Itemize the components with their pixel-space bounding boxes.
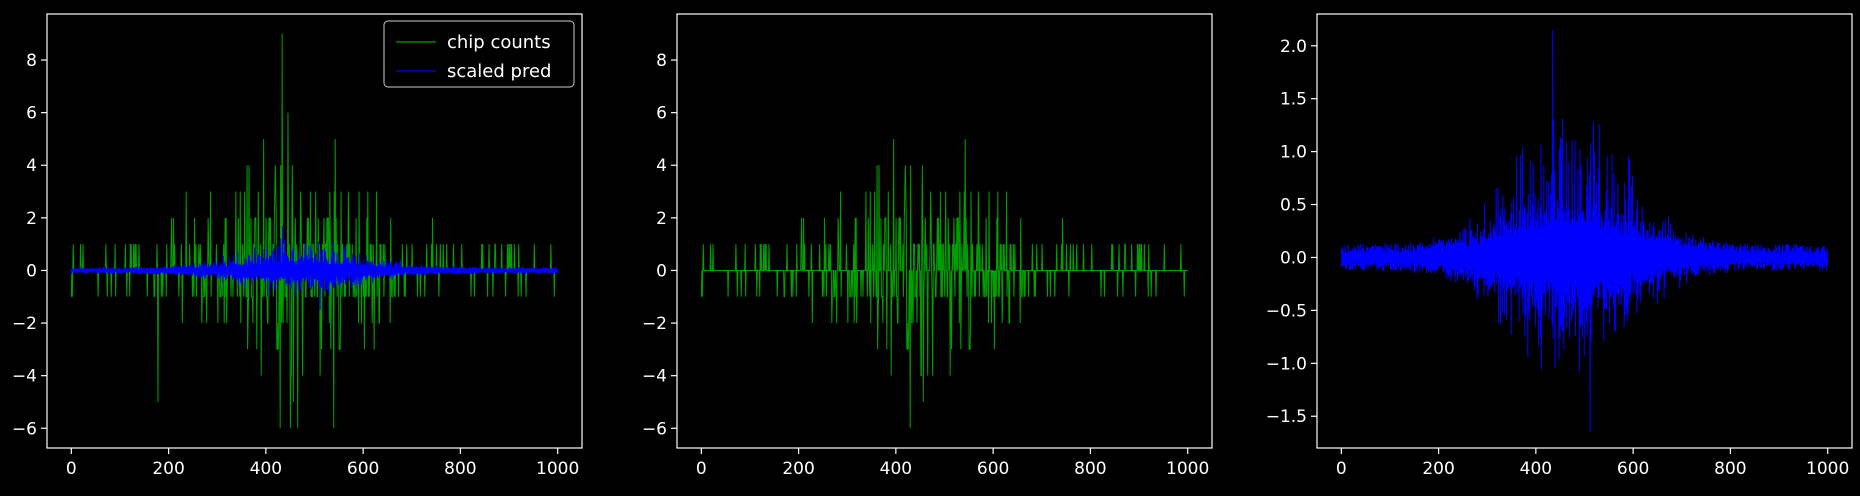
y-tick-label: 6 [26,104,37,124]
y-tick-label: 8 [656,51,667,71]
x-tick-label: 200 [782,459,814,479]
y-tick-label: 0.0 [1280,248,1307,268]
x-tick-label: 600 [977,459,1009,479]
legend-label: chip counts [447,32,551,53]
x-tick-label: 0 [696,459,707,479]
y-tick-label: 2 [656,209,667,229]
x-tick-label: 400 [880,459,912,479]
x-tick-label: 200 [152,459,184,479]
legend: chip counts scaled pred [383,20,575,88]
x-tick-label: 400 [250,459,282,479]
x-tick-label: 600 [347,459,379,479]
subplot-counts: 0 200 400 600 800 1000 −6 −4 −2 0 2 4 6 8 [642,13,1213,479]
y-tick-label: −2 [12,314,37,334]
y-tick-label: 1.0 [1280,143,1307,163]
y-tick-label: −4 [642,367,667,387]
axes-frame [46,13,583,449]
x-tick-label: 600 [1617,459,1649,479]
y-tick-label: 1.5 [1280,90,1307,110]
y-tick-label: 0 [26,261,37,281]
y-tick-label: −1.5 [1266,407,1307,427]
y-tick-label: 2.0 [1280,37,1307,57]
legend-label: scaled pred [447,61,551,82]
axes-frame [1316,13,1853,449]
y-tick-label: −6 [642,419,667,439]
y-tick-label: 0.5 [1280,196,1307,216]
y-tick-label: −1.0 [1266,354,1307,374]
y-tick-label: −6 [12,419,37,439]
x-tick-label: 800 [1074,459,1106,479]
y-tick-label: 0 [656,261,667,281]
plot-area [70,33,559,429]
y-tick-label: 6 [656,104,667,124]
x-tick-label: 1000 [536,459,579,479]
x-tick-label: 200 [1422,459,1454,479]
y-tick-label: 4 [26,156,37,176]
axes-frame [676,13,1213,449]
x-tick-label: 800 [1714,459,1746,479]
subplot-pred: 0 200 400 600 800 1000 −1.5 −1.0 −0.5 0.0 0.5 1.0 1.… [1266,13,1853,479]
series-line-scaled-pred [70,225,559,310]
x-tick-label: 1000 [1806,459,1849,479]
y-tick-label: −2 [642,314,667,334]
y-tick-label: −0.5 [1266,301,1307,321]
x-tick-label: 1000 [1166,459,1209,479]
x-tick-label: 400 [1520,459,1552,479]
x-tick-label: 0 [66,459,77,479]
series-line-series-0 [700,138,1188,429]
subplot-counts-and-pred: 0 200 400 600 800 1000 −6 −4 −2 0 2 4 6 8 chip counts s… [12,13,583,479]
x-tick-label: 0 [1336,459,1347,479]
y-tick-label: 4 [656,156,667,176]
y-tick-label: −4 [12,367,37,387]
y-tick-label: 2 [26,209,37,229]
x-tick-label: 800 [444,459,476,479]
plot-area [700,138,1188,429]
y-tick-label: 8 [26,51,37,71]
series-line-series-0 [1340,29,1829,433]
plot-area [1340,29,1829,433]
